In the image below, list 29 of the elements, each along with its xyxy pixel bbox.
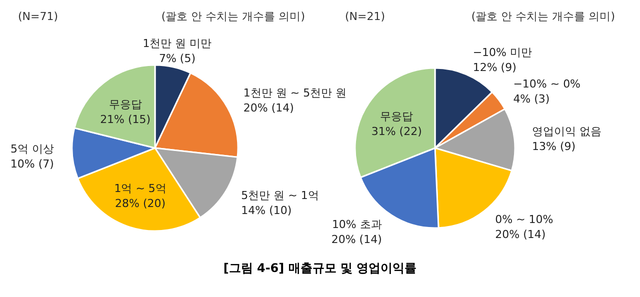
slice-label: 5억 이상 — [10, 142, 54, 156]
slice-label: −10% 미만 — [472, 46, 532, 60]
data-label: 7% (5) — [158, 52, 196, 66]
data-label: 20% (14) — [495, 228, 546, 241]
slice-label: 1억 ~ 5억 — [114, 182, 166, 195]
slice-label: 1천만 원 미만 — [142, 37, 212, 50]
data-label: 20% (14) — [331, 232, 382, 246]
text: (N=71) — [18, 10, 58, 23]
text: (N=21) — [345, 10, 386, 23]
data-label: 4% (3) — [513, 92, 550, 106]
data-label: 12% (9) — [472, 61, 516, 74]
slice-label: 0% ~ 10% — [495, 212, 554, 226]
data-label: 13% (9) — [532, 140, 576, 154]
data-label: 31% (22) — [371, 124, 422, 138]
text: (괄호 안 수치는 개수를 의미) — [161, 10, 305, 23]
slice-label: 1천만 원 ~ 5천만 원 — [243, 86, 347, 100]
slice-label: −10% ~ 0% — [513, 78, 581, 91]
data-label: 14% (10) — [241, 204, 292, 218]
data-label: 10% (7) — [10, 158, 54, 171]
data-label: 28% (20) — [115, 196, 166, 210]
text: (괄호 안 수치는 개수를 의미) — [471, 10, 615, 23]
slice-label: 10% 초과 — [332, 218, 382, 231]
data-label: 21% (15) — [100, 113, 151, 126]
text: [그림 4-6] 매출규모 및 영업이익률 — [223, 261, 417, 275]
slice-label: 무응답 — [380, 110, 414, 123]
slice-label: 무응답 — [108, 98, 142, 112]
slice-label: 영업이익 없음 — [532, 125, 602, 138]
data-label: 20% (14) — [243, 102, 294, 115]
slice-label: 5천만 원 ~ 1억 — [241, 189, 319, 202]
